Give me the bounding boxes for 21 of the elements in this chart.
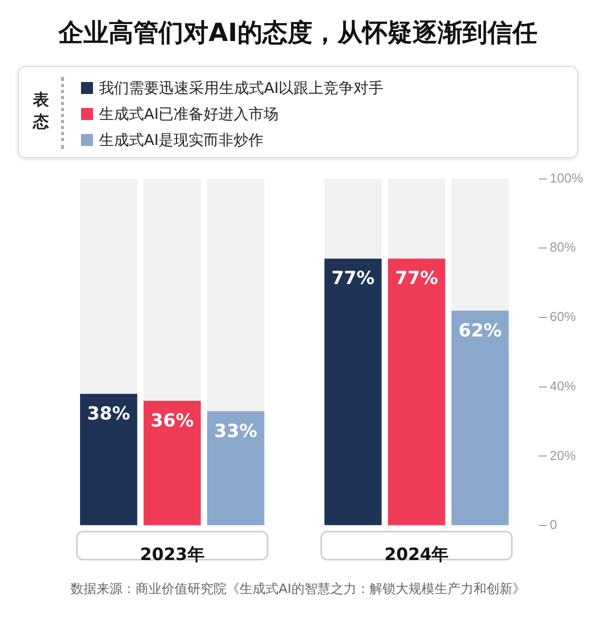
bar: [207, 411, 264, 526]
data-label: 62%: [458, 320, 502, 342]
data-label: 77%: [395, 268, 438, 290]
y-tick-label: 40%: [550, 378, 576, 394]
legend-label: 生成式AI已准备好进入市场: [99, 104, 279, 124]
y-tick-label: 0: [550, 517, 557, 532]
data-label: 33%: [214, 420, 258, 442]
y-tick-label: 60%: [550, 309, 576, 324]
data-label: 36%: [150, 410, 194, 432]
legend-label: 生成式AI是现实而非炒作: [99, 130, 264, 150]
y-tick-label: 100%: [550, 170, 584, 186]
data-label: 38%: [87, 403, 130, 424]
source-note: 数据来源：商业价值研究院《生成式AI的智慧之力：解锁大规模生产力和创新》: [70, 581, 526, 598]
x-tick-label: 2024年: [384, 545, 449, 566]
y-tick-label: 20%: [550, 448, 576, 463]
data-label: 77%: [331, 268, 375, 290]
legend-title: 表态: [33, 89, 50, 133]
legend-label: 我们需要迅速采用生成式AI以跟上竞争对手: [99, 78, 384, 98]
x-tick-label: 2023年: [140, 545, 204, 566]
y-tick-label: 80%: [550, 240, 576, 255]
chart-title: 企业高管们对AI的态度，从怀疑逐渐到信任: [57, 17, 538, 49]
